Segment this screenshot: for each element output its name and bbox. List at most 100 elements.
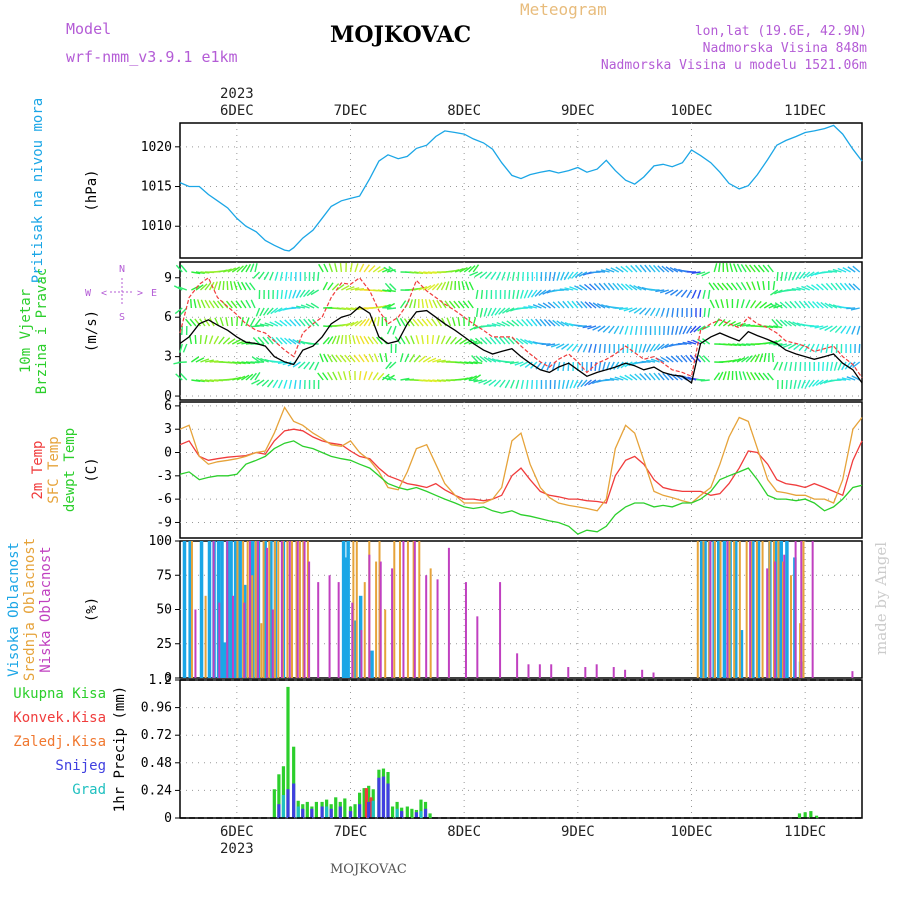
cloud-bar [207, 541, 212, 678]
wind-arrow [851, 325, 856, 335]
wind-arrow [619, 325, 624, 335]
precip-bar [390, 806, 395, 818]
cloud-bar [281, 541, 284, 678]
wind-arrow [671, 325, 675, 335]
wind-arrow [190, 298, 193, 309]
wind-arrow [208, 335, 214, 345]
wind-arrow [288, 379, 293, 389]
wind-arrow [237, 281, 243, 291]
cloud-bar [229, 541, 233, 678]
wind-arrow [209, 379, 219, 382]
cloud-bar [811, 541, 814, 678]
wind-arrow [308, 361, 315, 371]
wind-arrow [252, 271, 261, 279]
wind-arrow [768, 303, 778, 309]
wind-arrow [697, 289, 702, 299]
wind-arrow [709, 299, 715, 309]
cloud-bar [341, 541, 346, 678]
wind-arrow [558, 379, 561, 390]
cloud-bar [719, 541, 722, 678]
wind-arrow [727, 343, 737, 347]
bottom-date-label: 9DEC [561, 824, 595, 840]
wind-arrow [593, 283, 602, 291]
panel-label: SFC Temp [46, 436, 62, 503]
wind-arrow [596, 303, 606, 309]
wind-arrow [575, 300, 583, 309]
wind-arrow [773, 325, 783, 329]
wind-arrow [830, 343, 834, 354]
wind-arrow [432, 379, 442, 383]
wind-arrow [618, 307, 628, 311]
wind-arrow [274, 307, 283, 314]
wind-arrow [662, 372, 670, 381]
wind-arrow [542, 302, 551, 309]
wind-arrow [185, 318, 192, 327]
wind-arrow [538, 289, 547, 296]
wind-arrow [499, 379, 506, 388]
wind-arrow [807, 300, 815, 309]
wind-arrow [754, 353, 760, 363]
wind-arrow [474, 337, 483, 345]
wind-arrow [233, 281, 238, 291]
wind-arrow [323, 353, 329, 363]
wind-arrow [300, 304, 310, 309]
wind-arrow [303, 318, 311, 327]
wind-arrow [516, 289, 520, 299]
y-tick-label: 9 [164, 271, 172, 286]
wind-arrow [400, 377, 410, 381]
y-tick-label: 25 [156, 637, 172, 652]
wind-arrow [820, 301, 829, 309]
top-year-label: 2023 [220, 86, 254, 102]
panel-temperature: 6 3 0 -3 -6 -9 2m Temp SFC Temp dewpt Temp (C) [30, 399, 863, 539]
wind-arrow [230, 316, 233, 327]
wind-arrow [772, 280, 776, 291]
wind-arrow [551, 361, 556, 371]
wind-arrow [470, 338, 479, 345]
y-tick-label: 0 [164, 389, 172, 404]
wind-arrow [832, 268, 842, 273]
wind-arrow [421, 318, 429, 327]
wind-arrow [702, 289, 706, 299]
wind-arrow [571, 300, 579, 309]
y-tick-label: 0 [164, 446, 172, 461]
compass-north: N [119, 264, 125, 275]
wind-arrow [659, 289, 669, 294]
wind-arrow [767, 264, 774, 273]
wind-arrow [820, 283, 829, 291]
panel-unit: 1hr Precip (mm) [112, 686, 128, 812]
precip-bar [353, 804, 357, 818]
wind-arrow [592, 302, 601, 309]
wind-arrow [353, 354, 361, 363]
wind-arrow [750, 300, 757, 309]
cloud-bar [222, 642, 227, 678]
wind-arrow [735, 282, 743, 291]
panel-unit: (hPa) [84, 169, 100, 211]
cloud-bar [794, 541, 797, 678]
wind-arrow [285, 271, 288, 282]
wind-arrow [254, 372, 261, 381]
cloud-bar [766, 568, 769, 678]
series-line [179, 405, 863, 512]
wind-arrow [258, 271, 265, 280]
wind-arrow [344, 354, 352, 363]
wind-arrow [190, 356, 200, 363]
wind-arrow [740, 263, 747, 273]
cloud-bar [298, 541, 301, 678]
wind-arrow [416, 318, 424, 327]
precip-bar [369, 797, 373, 818]
wind-arrow [691, 271, 701, 274]
series-line [179, 124, 863, 252]
wind-arrow [291, 306, 301, 309]
wind-arrow [386, 289, 396, 293]
wind-arrow [496, 321, 506, 327]
wind-arrow [487, 357, 497, 363]
wind-arrow [180, 264, 188, 273]
wind-arrow [363, 318, 370, 327]
wind-arrow [808, 379, 815, 388]
wind-arrow [327, 371, 333, 381]
wind-arrow [648, 264, 656, 273]
wind-arrow [789, 361, 793, 371]
wind-arrow [534, 289, 542, 297]
wind-arrow [322, 336, 330, 345]
wind-arrow [517, 271, 520, 282]
